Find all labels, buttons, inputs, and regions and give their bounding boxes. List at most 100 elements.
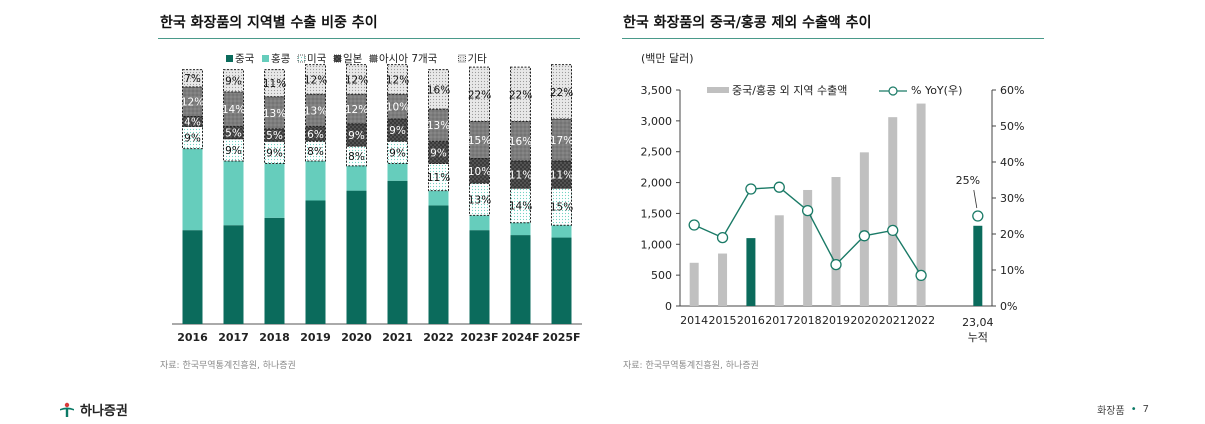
segment-value-label: 9%	[266, 147, 283, 159]
bar-segment-홍콩	[346, 165, 367, 191]
left-source-note: 자료: 한국무역통계진흥원, 하나증권	[160, 361, 296, 371]
right-tick-label: 60%	[1000, 84, 1024, 97]
chart-legend: 중국 홍콩 미국 일본 아시아 7개국 기타	[226, 52, 487, 65]
segment-value-label: 11%	[263, 78, 286, 90]
bar-segment-일본	[182, 116, 203, 127]
segment-value-label: 13%	[427, 120, 450, 132]
segment-value-label: 11%	[509, 170, 532, 182]
x-tick-label: 2022	[423, 331, 454, 344]
left-tick-label: 3,500	[641, 84, 673, 97]
stacked-bar-2017: 9% 14% 5% 9%	[222, 69, 245, 324]
right-tick-label: 0%	[1000, 300, 1017, 313]
bar-export-value	[774, 215, 784, 306]
y-axis-unit-label: (백만 달러)	[641, 52, 694, 65]
left-tick-label: 2,500	[641, 146, 673, 159]
x-tick-label: 2017	[218, 331, 249, 344]
bar-segment-일본	[264, 128, 285, 142]
segment-value-label: 7%	[184, 73, 201, 85]
bar-segment-미국	[551, 187, 572, 226]
bar-segment-일본	[469, 158, 490, 184]
bar-segment-일본	[387, 118, 408, 142]
legend-label: 미국	[307, 53, 327, 65]
x-tick-label: 2021	[879, 314, 907, 327]
x-tick-label: 2024F	[501, 331, 539, 344]
stacked-bar-2016: 7% 12% 4% 9%	[181, 69, 204, 324]
bar-segment-일본	[428, 140, 449, 164]
segment-value-label: 10%	[386, 102, 409, 114]
segment-value-label: 6%	[307, 129, 324, 141]
x-tick-label: 2025F	[542, 331, 580, 344]
segment-value-label: 13%	[468, 194, 491, 206]
legend-swatch	[262, 55, 269, 62]
x-tick-label: 2019	[822, 314, 850, 327]
x-tick-label: 2015	[709, 314, 737, 327]
legend-label: 일본	[343, 52, 363, 65]
stacked-bar-chart: 중국 홍콩 미국 일본 아시아 7개국 기타 7% 12% 4% 9% 2016 9% 14% 5% 9% 2…	[172, 52, 582, 344]
right-tick-label: 20%	[1000, 228, 1024, 241]
legend-label: 중국	[235, 53, 255, 65]
bar-segment-기타	[510, 66, 531, 122]
x-tick-label: 2016	[177, 331, 208, 344]
segment-value-label: 16%	[427, 84, 450, 96]
right-tick-label: 40%	[1000, 156, 1024, 169]
bar-export-value	[831, 177, 841, 306]
chart-legend: 중국/홍콩 외 지역 수출액 % YoY(우)	[707, 83, 962, 97]
yoy-point	[887, 224, 899, 237]
left-title-rule	[158, 38, 580, 39]
segment-value-label: 16%	[509, 136, 532, 148]
legend-line-marker	[888, 86, 898, 96]
yoy-point	[915, 269, 927, 282]
x-tick-label: 2023F	[460, 331, 498, 344]
bar-segment-기타	[264, 69, 285, 98]
right-title-rule	[622, 38, 1044, 39]
segment-value-label: 9%	[184, 133, 201, 145]
bar-segment-홍콩	[469, 215, 490, 231]
bar-export-value	[689, 262, 699, 306]
bar-segment-중국	[223, 225, 244, 324]
segment-value-label: 12%	[304, 74, 327, 86]
segment-value-label: 14%	[509, 200, 532, 212]
bar-segment-아시아 7개국	[305, 93, 326, 127]
right-chart-title: 한국 화장품의 중국/홍콩 제외 수출액 추이	[623, 15, 872, 31]
bar-segment-일본	[305, 125, 326, 142]
segment-value-label: 22%	[509, 89, 532, 101]
section-name: 화장품	[1097, 406, 1125, 417]
segment-value-label: 9%	[225, 76, 242, 88]
segment-value-label: 11%	[427, 172, 450, 184]
stacked-bar-2021: 12% 10% 9% 9%	[386, 64, 409, 324]
segment-value-label: 13%	[304, 105, 327, 117]
x-tick-label: 2020	[341, 331, 372, 344]
right-source-note: 자료: 한국무역통계진흥원, 하나증권	[623, 361, 759, 371]
segment-value-label: 9%	[430, 147, 447, 159]
yoy-point	[858, 230, 871, 242]
bar-export-value	[718, 253, 728, 306]
legend-label: 홍콩	[271, 52, 291, 65]
x-tick-label-sub: 누적	[968, 331, 988, 344]
bar-segment-중국	[387, 180, 408, 324]
legend-label: 기타	[468, 53, 488, 65]
right-tick-label: 50%	[1000, 120, 1024, 133]
bar-segment-아시아 7개국	[223, 91, 244, 127]
legend-swatch	[369, 54, 378, 63]
bar-export-value	[888, 117, 898, 306]
combo-bar-line-chart: (백만 달러) 0 500 1,000 1,500 2,000 2,500 3,000 3,50…	[641, 52, 1025, 344]
segment-value-label: 12%	[386, 74, 409, 86]
bar-segment-미국	[223, 138, 244, 162]
x-tick-label: 2022	[907, 314, 935, 327]
right-tick-label: 10%	[1000, 264, 1024, 277]
right-tick-label: 30%	[1000, 192, 1024, 205]
bar-segment-미국	[387, 140, 408, 164]
yoy-point-label: 25%	[956, 174, 980, 187]
brand-name: 하나증권	[80, 404, 128, 419]
yoy-point	[773, 181, 785, 193]
x-tick-label: 2016	[737, 314, 765, 327]
left-tick-label: 500	[651, 269, 672, 282]
segment-value-label: 9%	[225, 145, 242, 157]
left-tick-label: 0	[665, 300, 672, 313]
bar-segment-홍콩	[264, 163, 285, 218]
x-tick-label: 2018	[794, 314, 822, 327]
yoy-point	[972, 210, 984, 222]
bar-segment-홍콩	[510, 222, 531, 236]
brand-logo: 하나증권	[58, 400, 128, 419]
legend-swatch	[226, 55, 233, 62]
